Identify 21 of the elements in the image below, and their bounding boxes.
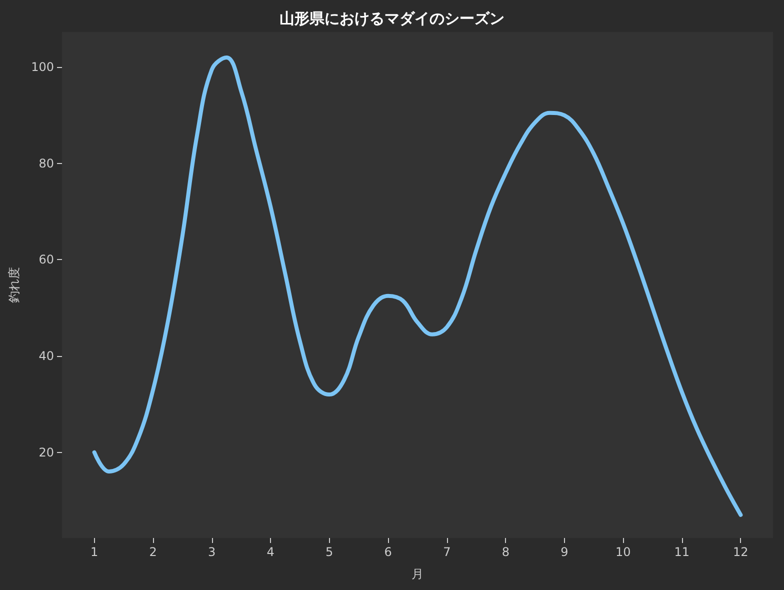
- y-tick-label: 100: [31, 60, 54, 74]
- x-tick-label: 12: [733, 545, 748, 559]
- x-tick-label: 9: [560, 545, 568, 559]
- x-tick-label: 5: [326, 545, 334, 559]
- line-series: [92, 56, 743, 517]
- y-axis-title: 釣れ度: [7, 267, 22, 303]
- y-tick-label: 40: [38, 349, 54, 364]
- x-tick-label: 3: [208, 545, 216, 559]
- x-tick-label: 6: [384, 545, 392, 559]
- x-tick-label: 11: [674, 545, 690, 559]
- y-tick-label: 60: [38, 252, 54, 267]
- x-tick-label: 7: [443, 545, 451, 559]
- x-tick-label: 1: [90, 545, 98, 559]
- y-tick-label: 20: [38, 445, 54, 460]
- x-tick-label: 2: [149, 545, 157, 559]
- y-tick-label: 80: [38, 156, 54, 170]
- x-tick-label: 8: [502, 545, 510, 559]
- x-tick-label: 10: [616, 545, 631, 559]
- x-axis-title: 月: [412, 567, 424, 581]
- x-tick-label: 4: [266, 545, 274, 559]
- chart-title: 山形県におけるマダイのシーズン: [280, 10, 504, 28]
